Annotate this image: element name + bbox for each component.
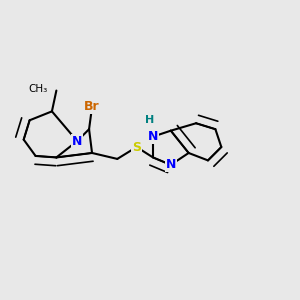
Text: N: N [72,135,83,148]
Text: N: N [166,158,176,171]
Text: CH₃: CH₃ [28,84,47,94]
Text: N: N [148,130,158,143]
Text: S: S [132,140,141,154]
Text: H: H [146,115,154,125]
Text: Br: Br [84,100,100,113]
